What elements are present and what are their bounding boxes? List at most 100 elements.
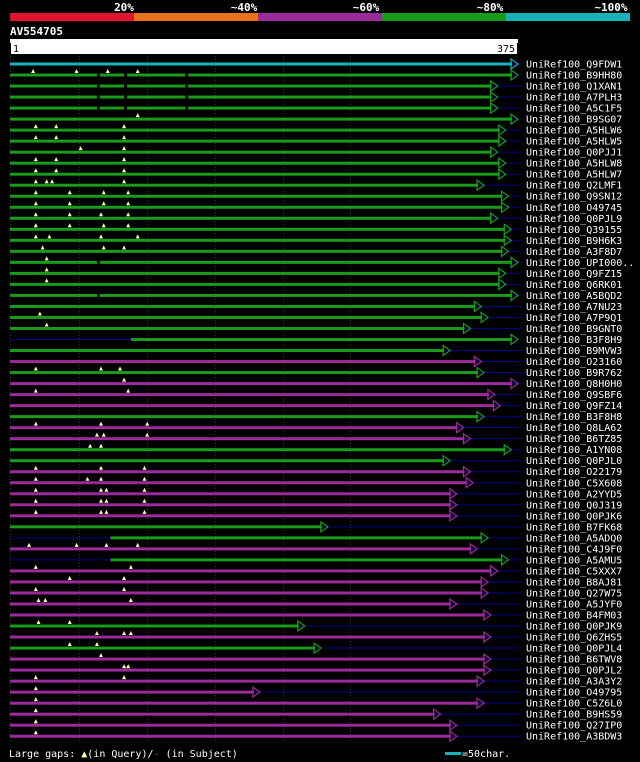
hit-row[interactable]: UniRef100_B6TWV8 <box>10 652 622 666</box>
hit-row[interactable]: UniRef100_A3A3Y2 <box>10 674 622 688</box>
hit-row[interactable]: UniRef100_A3BDW3 <box>10 730 622 743</box>
hit-label[interactable]: UniRef100_A5HLW8 <box>526 159 622 170</box>
hit-row[interactable]: UniRef100_Q8LA62 <box>10 421 622 435</box>
hit-row[interactable]: UniRef100_Q0PJL9 <box>10 212 622 225</box>
hit-row[interactable]: UniRef100_A5HLW7 <box>10 168 622 181</box>
hit-row[interactable]: UniRef100_B9MVW3 <box>10 344 622 358</box>
hit-bar[interactable] <box>10 723 451 727</box>
hit-label[interactable]: UniRef100_O23160 <box>526 357 622 368</box>
hit-row[interactable]: UniRef100_Q9FZ14 <box>10 399 622 413</box>
hit-row[interactable]: UniRef100_B6TZ85 <box>10 432 622 446</box>
hit-row[interactable]: UniRef100_Q0PJL0 <box>10 454 622 468</box>
hit-label[interactable]: UniRef100_B9MVW3 <box>526 346 622 357</box>
hit-label[interactable]: UniRef100_A5ADQ0 <box>526 533 622 544</box>
hit-row[interactable]: UniRef100_B3F8H9 <box>10 333 622 347</box>
hit-bar[interactable] <box>10 624 299 628</box>
hit-label[interactable]: UniRef100_A3BDW3 <box>526 732 622 743</box>
hit-bar[interactable] <box>10 95 492 99</box>
hit-row[interactable]: UniRef100_A5C1F5 <box>10 101 622 115</box>
hit-row[interactable]: UniRef100_O23160 <box>10 355 622 369</box>
hit-row[interactable]: UniRef100_Q27W75 <box>10 586 622 600</box>
hit-label[interactable]: UniRef100_B9GNT0 <box>526 324 622 335</box>
hit-label[interactable]: UniRef100_Q8H0H0 <box>526 379 622 390</box>
hit-label[interactable]: UniRef100_B3F8H9 <box>526 335 622 346</box>
hit-bar[interactable] <box>10 216 492 220</box>
hit-row[interactable]: UniRef100_Q0PJL2 <box>10 663 622 677</box>
hit-label[interactable]: UniRef100_A5AMU5 <box>526 555 622 566</box>
hit-label[interactable]: UniRef100_Q27W75 <box>526 588 622 599</box>
hit-bar[interactable] <box>10 602 451 606</box>
hit-label[interactable]: UniRef100_A7P9Q1 <box>526 313 622 324</box>
hit-row[interactable]: UniRef100_Q0PJL4 <box>10 641 622 655</box>
hit-row[interactable]: UniRef100_Q6ZHS5 <box>10 630 622 644</box>
hit-label[interactable]: UniRef100_UPI000.. <box>526 258 634 269</box>
hit-label[interactable]: UniRef100_Q9SN12 <box>526 192 622 203</box>
hit-row[interactable]: UniRef100_A7PLH3 <box>10 90 622 104</box>
hit-row[interactable]: UniRef100_A5JYF0 <box>10 597 622 611</box>
hit-label[interactable]: UniRef100_B6TWV8 <box>526 655 622 666</box>
hit-label[interactable]: UniRef100_Q0PJL9 <box>526 214 622 225</box>
hit-row[interactable]: UniRef100_B9R762 <box>10 366 622 380</box>
hit-bar[interactable] <box>10 393 489 397</box>
hit-bar[interactable] <box>10 249 503 253</box>
hit-bar[interactable] <box>10 172 500 176</box>
hit-bar[interactable] <box>10 690 254 694</box>
hit-label[interactable]: UniRef100_A5C1F5 <box>526 104 622 115</box>
hit-label[interactable]: UniRef100_Q0PJK6 <box>526 511 622 522</box>
hit-label[interactable]: UniRef100_C5X608 <box>526 478 622 489</box>
hit-bar[interactable] <box>10 514 451 518</box>
hit-row[interactable]: UniRef100_A5HLW5 <box>10 134 622 148</box>
hit-bar[interactable] <box>10 62 512 66</box>
hit-label[interactable]: UniRef100_B8AJ81 <box>526 577 622 588</box>
hit-row[interactable]: UniRef100_A5ADQ0 <box>10 531 622 545</box>
hit-label[interactable]: UniRef100_Q9FDW1 <box>526 60 622 71</box>
hit-row[interactable]: UniRef100_B3F8H8 <box>10 410 622 424</box>
hit-label[interactable]: UniRef100_B7FK68 <box>526 522 622 533</box>
hit-label[interactable]: UniRef100_C4J9F0 <box>526 544 622 555</box>
hit-row[interactable]: UniRef100_B9GNT0 <box>10 322 622 335</box>
hit-bar[interactable] <box>10 679 479 683</box>
hit-row[interactable]: UniRef100_Q9FDW1 <box>10 57 622 71</box>
hit-bar[interactable] <box>10 260 512 264</box>
hit-bar[interactable] <box>10 404 495 408</box>
hit-label[interactable]: UniRef100_Q0PJJ1 <box>526 148 622 159</box>
hit-bar[interactable] <box>10 426 458 430</box>
hit-label[interactable]: UniRef100_Q0PJK9 <box>526 622 622 633</box>
hit-row[interactable]: UniRef100_Q2LMF1 <box>10 179 622 192</box>
hit-bar[interactable] <box>10 525 322 529</box>
hit-label[interactable]: UniRef100_Q27IP0 <box>526 721 622 732</box>
hit-row[interactable]: UniRef100_Q9SBF6 <box>10 388 622 402</box>
hit-label[interactable]: UniRef100_A7PLH3 <box>526 93 622 104</box>
hit-bar[interactable] <box>10 238 506 242</box>
hit-bar[interactable] <box>10 580 483 584</box>
hit-bar[interactable] <box>10 547 472 551</box>
hit-row[interactable]: UniRef100_B9HS59 <box>10 708 622 721</box>
hit-bar[interactable] <box>10 701 479 705</box>
hit-label[interactable]: UniRef100_Q2LMF1 <box>526 181 622 192</box>
hit-bar[interactable] <box>10 128 500 132</box>
hit-row[interactable]: UniRef100_Q27IP0 <box>10 719 622 732</box>
hit-bar[interactable] <box>10 161 500 165</box>
hit-label[interactable]: UniRef100_A3A3Y2 <box>526 677 622 688</box>
hit-row[interactable]: UniRef100_A5AMU5 <box>10 553 622 567</box>
hit-label[interactable]: UniRef100_A2YYD5 <box>526 489 622 500</box>
hit-label[interactable]: UniRef100_Q6RK01 <box>526 280 622 291</box>
hit-row[interactable]: UniRef100_Q39155 <box>10 223 622 236</box>
hit-row[interactable]: UniRef100_B9SG07 <box>10 112 622 126</box>
hit-bar[interactable] <box>10 712 435 716</box>
hit-row[interactable]: UniRef100_B7FK68 <box>10 520 622 534</box>
hit-bar[interactable] <box>10 183 479 187</box>
hit-bar[interactable] <box>10 293 512 297</box>
hit-row[interactable]: UniRef100_Q9FZ15 <box>10 267 622 280</box>
hit-bar[interactable] <box>10 139 500 143</box>
hit-row[interactable]: UniRef100_A5HLW8 <box>10 157 622 170</box>
hit-row[interactable]: UniRef100_O49745 <box>10 201 622 214</box>
hit-row[interactable]: UniRef100_A5BQD2 <box>10 289 622 302</box>
hit-label[interactable]: UniRef100_Q9SBF6 <box>526 390 622 401</box>
hit-bar[interactable] <box>10 360 476 364</box>
hit-label[interactable]: UniRef100_Q1XAN1 <box>526 82 622 93</box>
hit-row[interactable]: UniRef100_Q0PJK6 <box>10 509 622 523</box>
hit-label[interactable]: UniRef100_A3F8D7 <box>526 247 622 258</box>
hit-bar[interactable] <box>10 227 506 231</box>
hit-bar[interactable] <box>110 536 483 540</box>
